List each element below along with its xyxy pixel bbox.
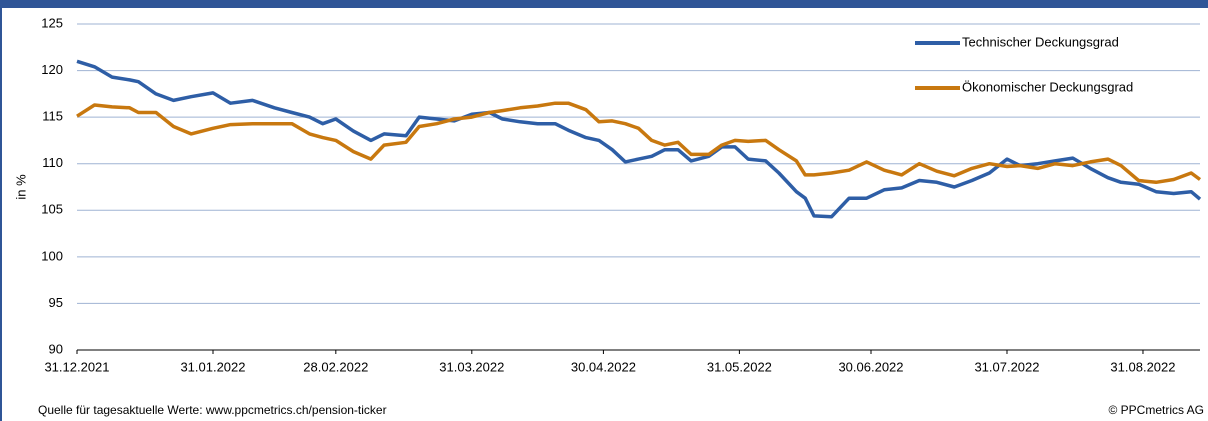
x-tick-label: 31.07.2022 — [974, 359, 1039, 374]
y-tick-label: 120 — [41, 62, 63, 77]
y-tick-label: 95 — [49, 295, 63, 310]
x-tick-label: 31.03.2022 — [439, 359, 504, 374]
y-tick-label: 105 — [41, 202, 63, 217]
y-tick-label: 90 — [49, 341, 63, 356]
data-line — [76, 59, 1202, 219]
source-note: Quelle für tagesaktuelle Werte: www.ppcm… — [38, 403, 387, 417]
legend-label: Ökonomischer Deckungsgrad — [962, 79, 1133, 94]
x-tick-label: 30.06.2022 — [838, 359, 903, 374]
x-tick-label: 31.08.2022 — [1110, 359, 1175, 374]
y-axis-label: in % — [13, 174, 28, 200]
x-tick-label: 31.01.2022 — [180, 359, 245, 374]
left-border — [0, 0, 2, 421]
y-tick-label: 100 — [41, 248, 63, 263]
data-line — [76, 101, 1202, 185]
copyright: © PPCmetrics AG — [1108, 403, 1204, 417]
y-tick-label: 115 — [42, 109, 63, 124]
legend-label: Technischer Deckungsgrad — [962, 34, 1119, 49]
y-tick-label: 125 — [41, 15, 63, 30]
x-tick-label: 31.12.2021 — [44, 359, 109, 374]
header-bar — [0, 0, 1208, 8]
x-tick-label: 28.02.2022 — [303, 359, 368, 374]
x-tick-label: 30.04.2022 — [571, 359, 636, 374]
x-tick-label: 31.05.2022 — [707, 359, 772, 374]
y-tick-label: 110 — [42, 155, 63, 170]
